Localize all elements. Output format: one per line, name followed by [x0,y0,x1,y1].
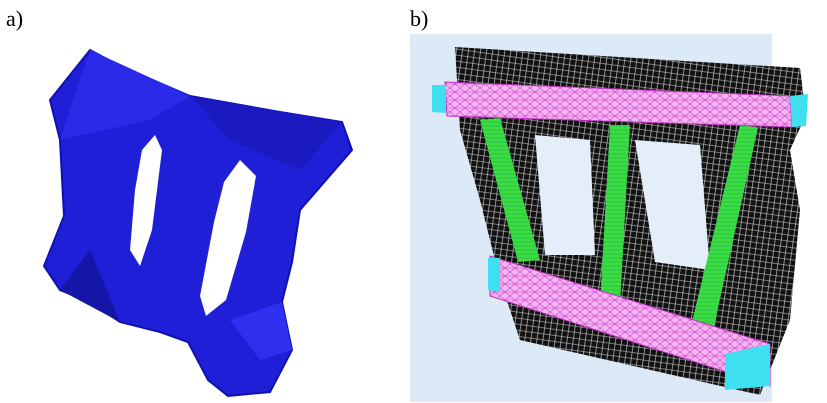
panel-label: a) [6,6,23,31]
figure: a) b) [0,0,827,403]
mesh-image-a [44,50,352,396]
mesh-image-b [410,34,808,402]
panel-label: b) [410,6,428,31]
